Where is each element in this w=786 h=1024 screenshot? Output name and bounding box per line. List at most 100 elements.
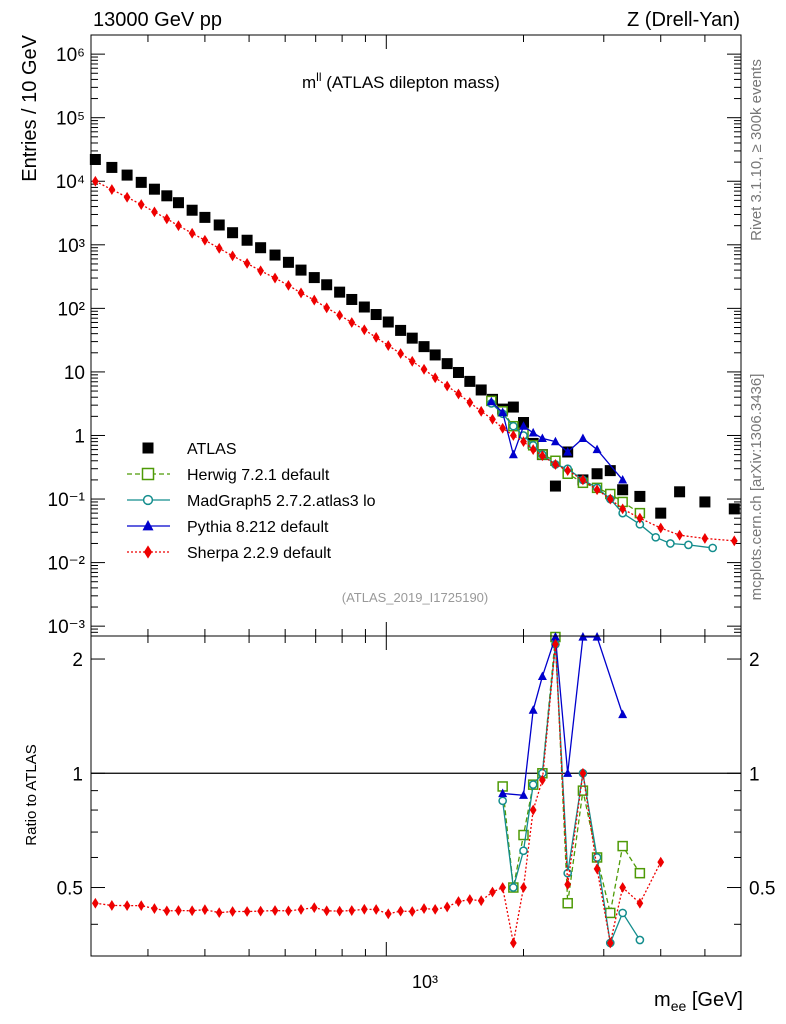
- pythia-8-212-default-point: [550, 436, 560, 446]
- pythia-8-212-default-point: [618, 474, 628, 484]
- x-axis-title: mee [GeV]: [654, 989, 743, 1014]
- pythia-8-212-default-ratio-point: [519, 790, 529, 799]
- sherpa-2-2-9-default-ratio-point: [606, 937, 614, 949]
- herwig-7-2-1-default-ratio-point: [634, 867, 646, 879]
- sherpa-2-2-9-default-ratio-point: [257, 905, 264, 917]
- y-tick-label: 1: [74, 426, 85, 447]
- x-axis-title-rest: [GeV]: [686, 989, 743, 1011]
- sherpa-2-2-9-default-point: [372, 331, 380, 343]
- atlas-point: [227, 227, 239, 239]
- sherpa-2-2-9-default-point: [348, 317, 356, 328]
- madgraph5-2-7-2-atlas3-lo-point: [708, 543, 718, 553]
- madgraph5-2-7-2-atlas3-lo-ratio-point: [618, 908, 627, 918]
- legend-entry-pythia-8-212-default: Pythia 8.212 default: [127, 519, 329, 536]
- sherpa-2-2-9-default-point: [108, 184, 116, 195]
- herwig-7-2-1-default-ratio-point: [577, 785, 589, 796]
- legend-marker: [141, 467, 155, 481]
- legend-marker: [142, 519, 154, 531]
- sherpa-2-2-9-default-point: [564, 465, 572, 477]
- sherpa-2-2-9-default-ratio-point: [443, 901, 451, 913]
- sherpa-2-2-9-default-ratio-point: [466, 894, 474, 905]
- legend-label: ATLAS: [187, 441, 237, 458]
- madgraph5-2-7-2-atlas3-lo-point: [509, 421, 518, 431]
- sherpa-2-2-9-default-ratio-point: [579, 767, 587, 779]
- sherpa-2-2-9-default-point: [593, 484, 601, 496]
- plot-title: mll (ATLAS dilepton mass): [302, 70, 500, 92]
- legend-label: Pythia 8.212 default: [187, 519, 329, 536]
- energy-label: 13000 GeV pp: [93, 9, 222, 31]
- ratio-series-layer: [91, 631, 665, 949]
- sherpa-2-2-9-default-ratio-point: [636, 897, 644, 909]
- sherpa-2-2-9-default-ratio-point: [91, 897, 99, 909]
- legend-label: MadGraph5 2.7.2.atlas3 lo: [187, 493, 376, 510]
- y-tick-label: 10: [64, 363, 85, 384]
- atlas-point: [358, 301, 370, 313]
- atlas-point: [199, 211, 211, 223]
- sherpa-2-2-9-default-ratio-point: [477, 895, 485, 907]
- sherpa-2-2-9-default-point: [408, 355, 416, 367]
- y-tick-label: 10⁻²: [48, 554, 86, 575]
- sherpa-2-2-9-default-ratio-point: [372, 904, 380, 915]
- sherpa-2-2-9-default-ratio-point: [163, 905, 171, 917]
- sherpa-2-2-9-default-line: [95, 180, 735, 542]
- sherpa-2-2-9-default-point: [455, 388, 462, 400]
- series-3: [486, 396, 628, 484]
- sherpa-2-2-9-default-ratio-point: [509, 937, 517, 949]
- plot-title-sup: ll: [316, 70, 321, 84]
- sherpa-2-2-9-default-ratio-point: [360, 903, 368, 915]
- sherpa-2-2-9-default-point: [163, 213, 171, 225]
- sherpa-2-2-9-default-point: [360, 324, 368, 336]
- pythia-8-212-default-point: [528, 427, 538, 437]
- ratio-y-tick-label-right: 0.5: [749, 879, 775, 900]
- atlas-point: [334, 286, 346, 298]
- sherpa-2-2-9-default-ratio-point: [619, 882, 627, 893]
- sherpa-2-2-9-default-point: [397, 348, 404, 359]
- y-tick-label: 10⁶: [56, 45, 85, 66]
- sherpa-2-2-9-default-point: [509, 430, 517, 441]
- sherpa-2-2-9-default-point: [676, 529, 683, 541]
- sherpa-2-2-9-default-ratio-point: [593, 863, 601, 875]
- madgraph5-2-7-2-atlas3-lo-ratio-point: [519, 846, 528, 856]
- pythia-8-212-default-point: [498, 407, 508, 417]
- y-tick-label: 10⁵: [56, 109, 85, 130]
- sherpa-2-2-9-default-point: [151, 206, 158, 218]
- atlas-point: [121, 169, 133, 181]
- ratio-y-tick-label: 0.5: [57, 879, 83, 900]
- plot-title-main: m: [302, 73, 316, 92]
- atlas-point: [321, 279, 333, 291]
- atlas-point: [549, 480, 561, 492]
- atlas-point: [172, 197, 184, 209]
- atlas-point: [441, 358, 453, 370]
- sherpa-2-2-9-default-point: [466, 397, 474, 408]
- herwig-7-2-1-default-ratio-point: [562, 897, 573, 909]
- atlas-point: [452, 366, 464, 378]
- atlas-point: [382, 316, 394, 328]
- sherpa-2-2-9-default-point: [384, 340, 392, 351]
- sherpa-2-2-9-default-ratio-point: [408, 906, 416, 917]
- series-layer: [89, 153, 740, 553]
- sherpa-2-2-9-default-point: [431, 372, 439, 384]
- atlas-point: [507, 401, 519, 413]
- analysis-label: (ATLAS_2019_I1725190): [342, 590, 488, 605]
- atlas-point: [591, 468, 603, 480]
- sherpa-2-2-9-default-ratio-point: [137, 900, 145, 912]
- atlas-point: [617, 484, 629, 496]
- pythia-8-212-default-point: [563, 447, 573, 456]
- pythia-8-212-default-ratio-point: [537, 671, 547, 680]
- sherpa-2-2-9-default-point: [420, 363, 428, 375]
- sherpa-2-2-9-default-point: [477, 405, 485, 417]
- ratio-series-4: [91, 638, 665, 949]
- pythia-8-212-default-point: [519, 421, 529, 430]
- y-axis-title: Entries / 10 GeV: [19, 34, 41, 181]
- sherpa-2-2-9-default-ratio-point: [310, 902, 318, 914]
- sherpa-2-2-9-default-point: [336, 309, 344, 321]
- ratio-y-axis-title: Ratio to ATLAS: [23, 744, 40, 845]
- sherpa-2-2-9-default-ratio-line: [95, 644, 662, 944]
- sherpa-2-2-9-default-point: [636, 512, 644, 524]
- sherpa-2-2-9-default-point: [323, 302, 331, 314]
- legend-entry-herwig-7-2-1-default: Herwig 7.2.1 default: [127, 467, 330, 484]
- atlas-point: [429, 349, 441, 361]
- sherpa-2-2-9-default-point: [730, 535, 738, 547]
- atlas-point: [699, 496, 711, 508]
- sherpa-2-2-9-default-point: [257, 265, 264, 277]
